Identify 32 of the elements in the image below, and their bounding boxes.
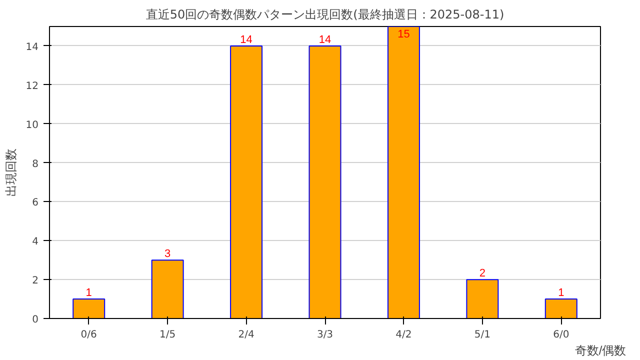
y-tick-label: 0 <box>32 314 39 326</box>
x-tick-label: 3/3 <box>316 330 334 340</box>
x-tick-label: 6/0 <box>553 330 570 340</box>
y-tick-label: 6 <box>32 198 39 209</box>
data-label: 14 <box>240 34 252 46</box>
x-axis-title: 奇数/偶数 <box>574 344 626 358</box>
x-tick-label: 0/6 <box>80 330 97 340</box>
x-tick-label: 1/5 <box>160 330 176 340</box>
data-label: 2 <box>479 268 486 280</box>
bar <box>387 26 420 318</box>
bar <box>466 279 499 318</box>
x-tick-label: 4/2 <box>396 330 412 340</box>
x-tick-label: 5/1 <box>474 330 490 340</box>
bar <box>72 298 106 318</box>
x-tick-label: 2/4 <box>238 330 254 340</box>
y-tick-label: 2 <box>32 276 39 287</box>
bar <box>308 45 342 318</box>
data-label: 3 <box>164 248 171 260</box>
data-label: 14 <box>318 34 332 46</box>
y-tick-label: 12 <box>26 80 39 92</box>
y-tick-label: 8 <box>32 158 39 170</box>
bar <box>230 45 263 318</box>
chart-title: 直近50回の奇数偶数パターン出現回数(最終抽選日：2025-08-11) <box>146 8 504 22</box>
data-label: 15 <box>398 28 410 40</box>
data-label: 1 <box>558 287 564 300</box>
y-axis-title: 出現回数 <box>4 148 18 196</box>
bar <box>544 298 578 318</box>
y-tick-label: 4 <box>32 236 39 248</box>
y-tick-label: 10 <box>26 120 39 131</box>
data-label: 1 <box>86 287 92 300</box>
y-tick-label: 14 <box>26 42 39 53</box>
bar <box>151 260 184 318</box>
